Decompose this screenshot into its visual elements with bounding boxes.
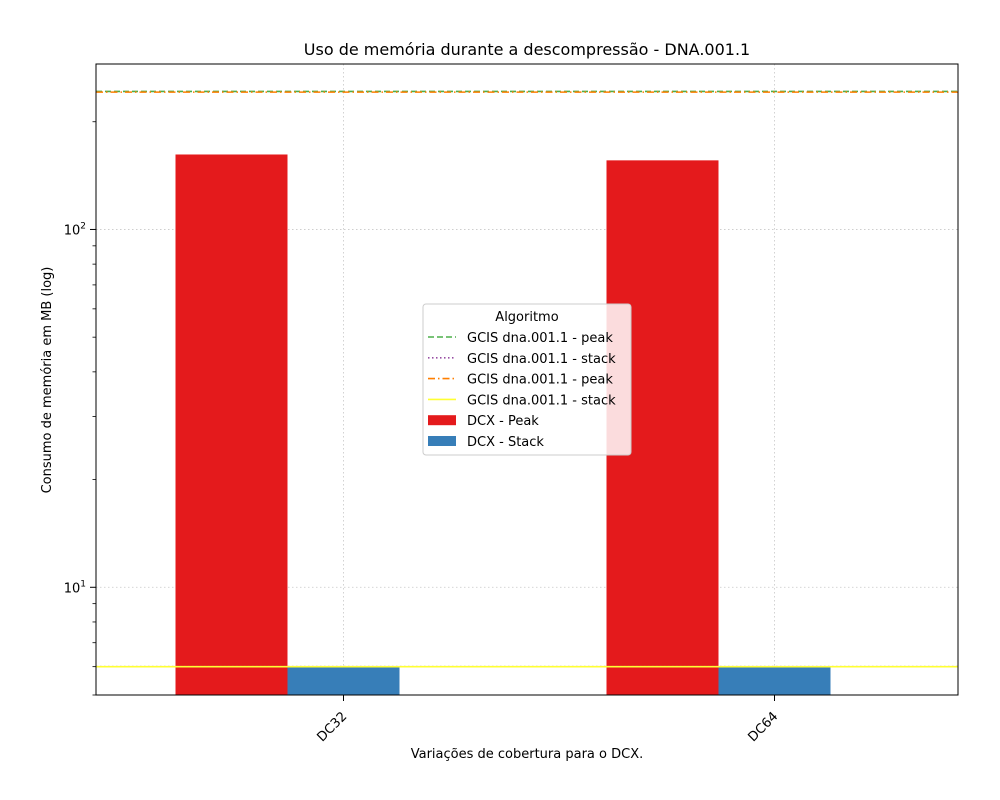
reference-lines (96, 90, 958, 668)
chart-title: Uso de memória durante a descompressão -… (304, 40, 750, 59)
legend-entry-label: GCIS dna.001.1 - peak (467, 331, 613, 346)
bar (718, 666, 831, 695)
bars-layer (175, 154, 831, 696)
bar (175, 154, 288, 696)
legend-entry-label: DCX - Peak (467, 414, 539, 429)
grid-layer (96, 64, 958, 695)
legend-entry-label: GCIS dna.001.1 - stack (467, 352, 616, 367)
legend-patch-swatch (428, 415, 456, 426)
bar (287, 666, 400, 695)
x-axis-label: Variações de cobertura para o DCX. (411, 747, 644, 762)
plot-frame (95, 63, 959, 696)
y-tick-label: 102 (64, 221, 86, 238)
legend: Algoritmo GCIS dna.001.1 - peak GCIS dna.0… (422, 303, 632, 456)
y-tick-label: 101 (64, 579, 86, 596)
legend-title: Algoritmo (495, 310, 558, 325)
legend-entry-label: DCX - Stack (467, 435, 544, 450)
x-tick-label: DC64 (746, 709, 782, 745)
x-tick-label: DC32 (315, 709, 351, 745)
legend-patch-swatch (428, 436, 456, 446)
legend-box (422, 303, 632, 456)
legend-entry-label: GCIS dna.001.1 - peak (467, 373, 613, 388)
legend-entry-label: GCIS dna.001.1 - stack (467, 393, 616, 408)
y-axis-label: Consumo de memória em MB (log) (40, 267, 55, 494)
